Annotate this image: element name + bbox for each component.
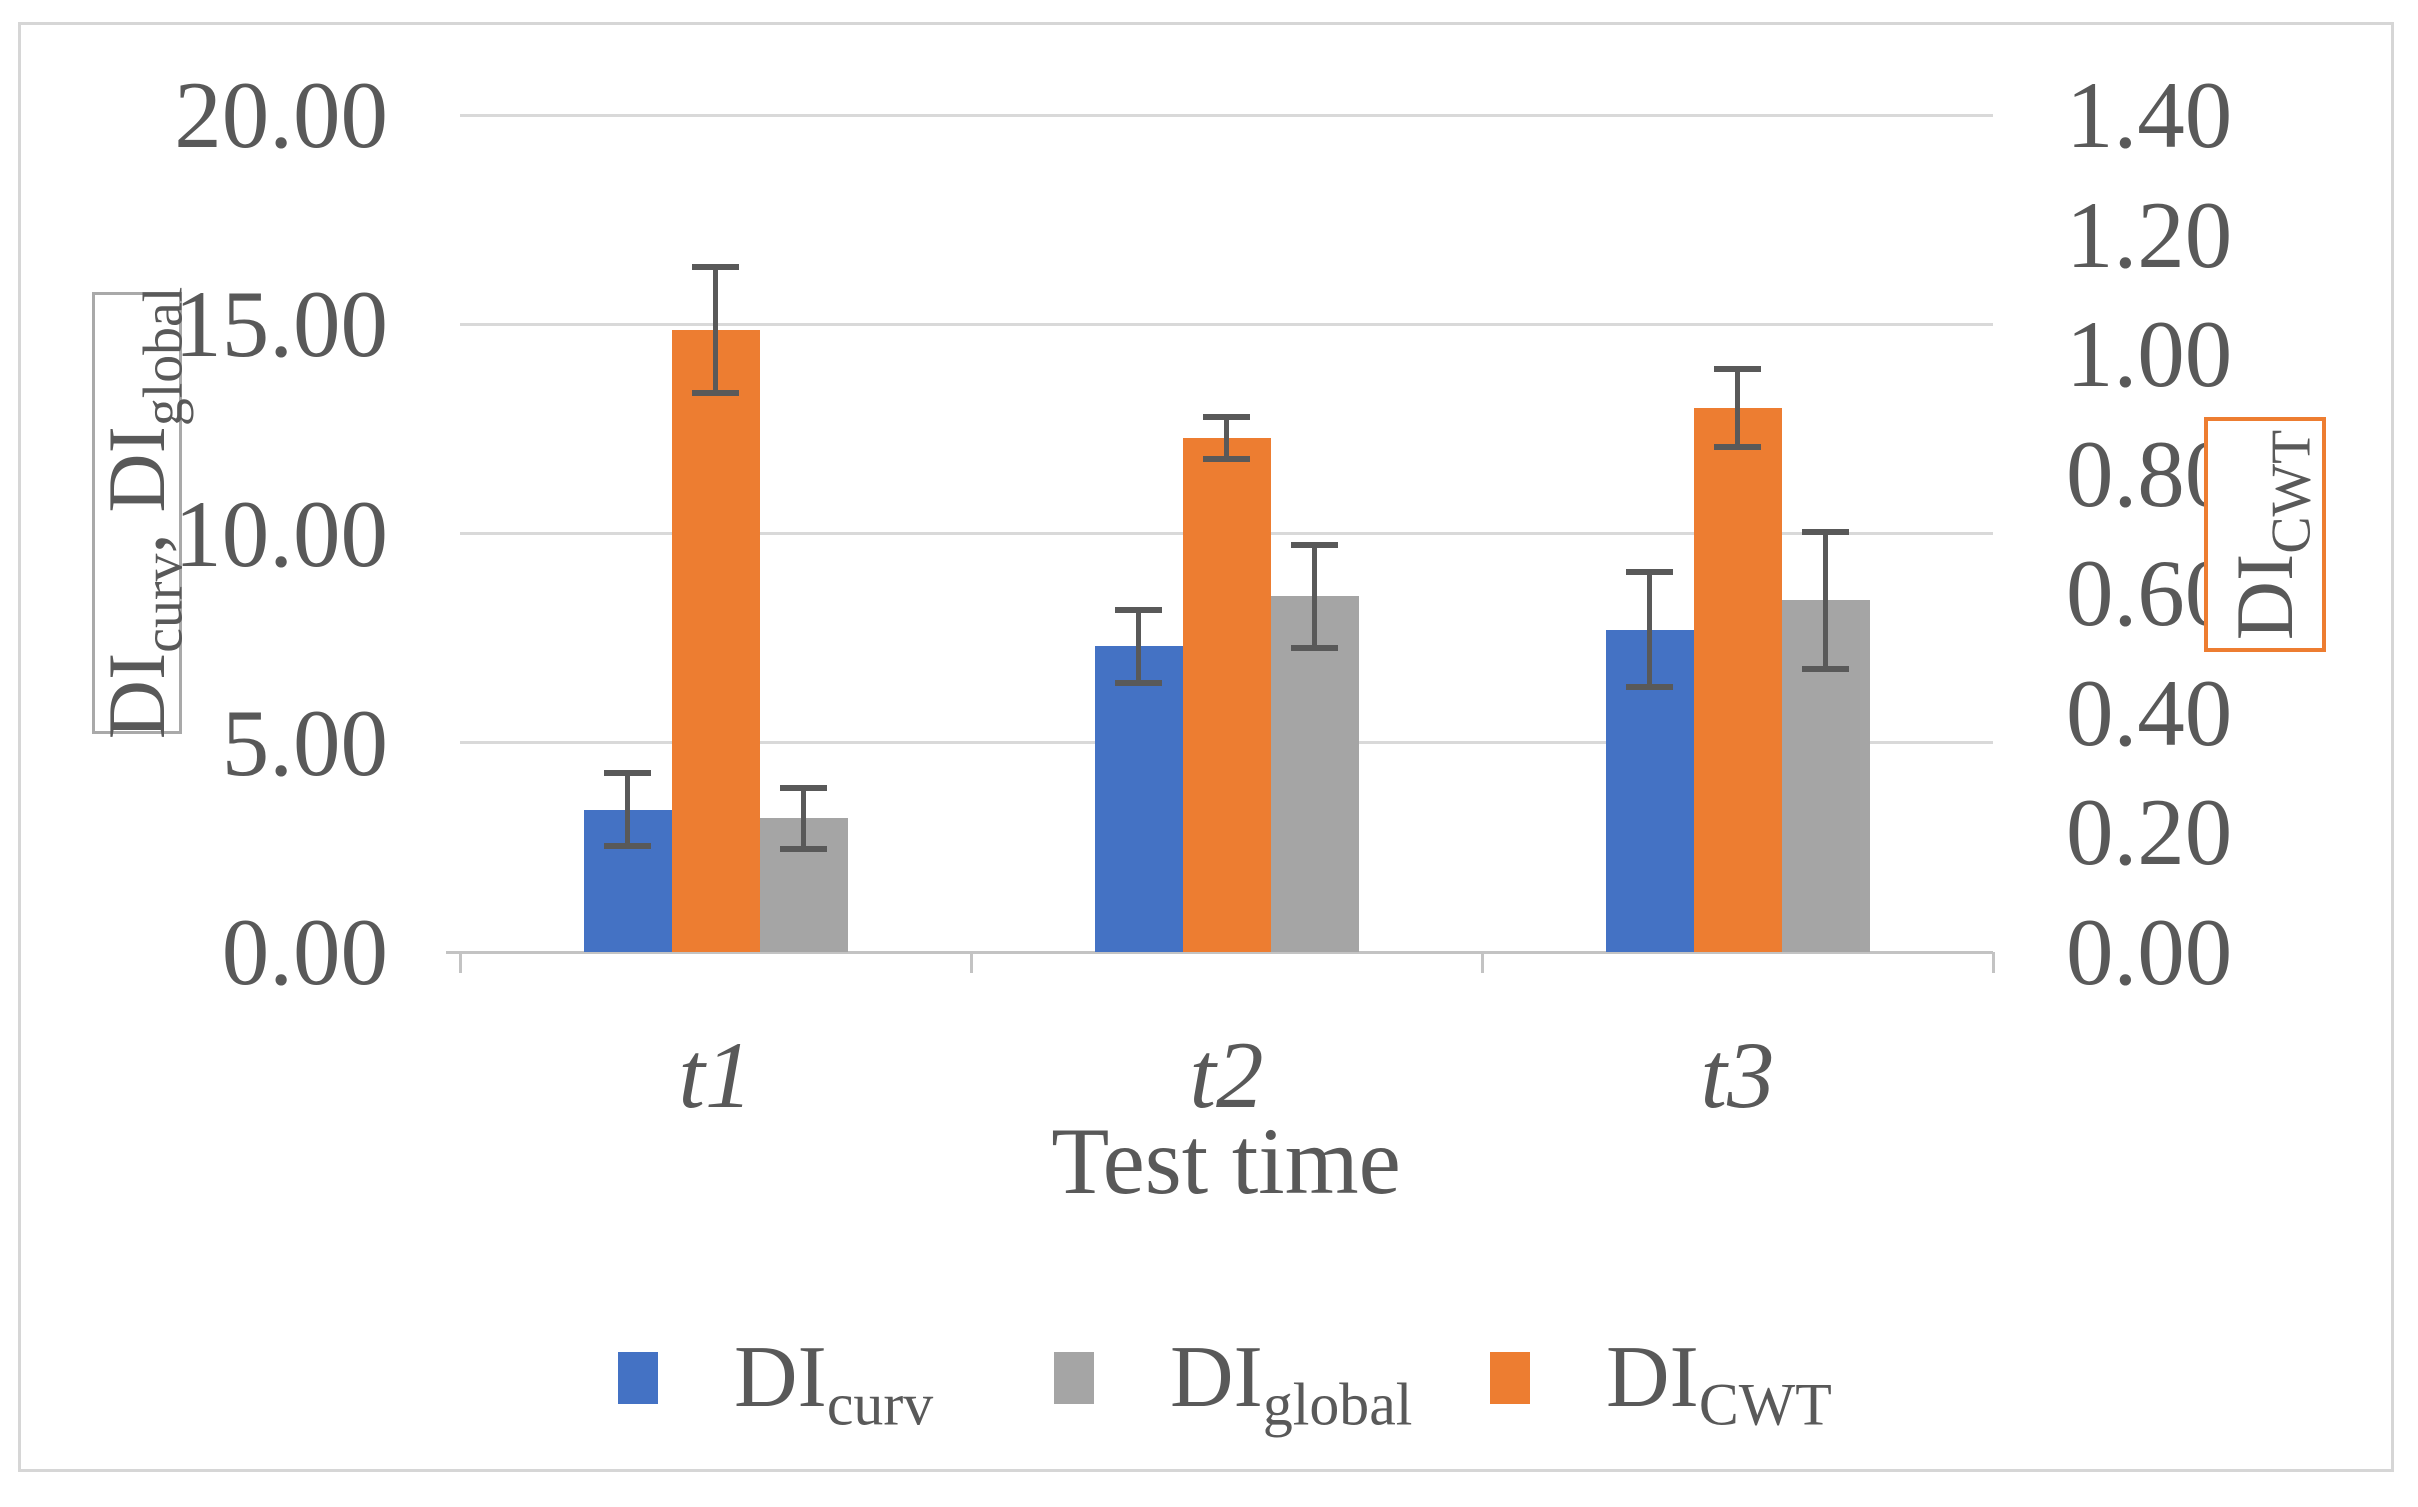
left-axis-title-box: DIcurv, DIglobal	[91, 287, 194, 739]
left-axis-tick-label: 0.00	[221, 899, 388, 1005]
right-axis-tick-label: 0.20	[2066, 779, 2233, 886]
left-axis-title-part2: DI	[91, 426, 183, 513]
bar-DI_global-t2	[1270, 596, 1359, 952]
left-axis-title-separator: ,	[91, 512, 183, 554]
left-axis-tick-label: 5.00	[221, 689, 388, 796]
left-axis-tick-label: 15.00	[174, 271, 388, 378]
error-bar-cap-top	[604, 769, 651, 776]
error-bar-DI_CWT-t1	[692, 264, 739, 396]
right-axis-tick-label: 1.20	[2066, 181, 2233, 288]
error-bar-DI_global-t1	[780, 784, 827, 852]
error-bar-cap-top	[780, 784, 827, 791]
legend-label-di-curv-sub: curv	[826, 1371, 934, 1438]
right-axis-title: DICWT	[2219, 429, 2322, 639]
x-axis-tick	[458, 952, 462, 973]
error-bar-cap-top	[692, 264, 739, 271]
legend-label-di-global-sub: global	[1262, 1371, 1413, 1438]
error-bar-DI_CWT-t3	[1714, 366, 1761, 450]
legend-label-di-curv-text: DI	[734, 1329, 827, 1426]
error-bar-cap-top	[1626, 569, 1673, 576]
error-bar-cap-top	[1203, 413, 1250, 420]
legend-label-di-global: DIglobal	[1170, 1329, 1412, 1435]
error-bar-line	[625, 769, 630, 850]
error-bar-line	[1136, 606, 1141, 687]
legend-label-di-cwt: DICWT	[1606, 1329, 1832, 1435]
error-bar-cap-bottom	[1115, 680, 1162, 687]
error-bar-line	[1224, 413, 1229, 462]
right-axis-tick-label: 1.00	[2066, 301, 2233, 408]
right-axis-title-text: DI	[2219, 553, 2311, 640]
legend-item-di-curv: DIcurv	[618, 1318, 933, 1438]
error-bar-cap-bottom	[1203, 455, 1250, 462]
error-bar-cap-top	[1714, 366, 1761, 373]
x-axis-category-label-t3: t3	[1700, 1022, 1775, 1128]
x-axis-tick	[969, 952, 973, 973]
bar-DI_CWT-t1	[671, 330, 760, 952]
legend-label-di-cwt-text: DI	[1606, 1329, 1699, 1426]
error-bar-DI_global-t2	[1291, 541, 1338, 651]
gridline-20.00	[460, 113, 1993, 117]
error-bar-DI_curv-t3	[1626, 569, 1673, 691]
error-bar-line	[1312, 541, 1317, 651]
bar-DI_curv-t2	[1094, 646, 1183, 952]
error-bar-line	[713, 264, 718, 396]
left-axis-tick-label: 10.00	[174, 480, 388, 587]
error-bar-DI_CWT-t2	[1203, 413, 1250, 462]
error-bar-cap-bottom	[604, 843, 651, 850]
right-axis-tick-label: 0.00	[2066, 899, 2233, 1005]
legend-item-di-cwt: DICWT	[1490, 1318, 1832, 1438]
legend-label-di-global-text: DI	[1170, 1329, 1263, 1426]
bar-DI_CWT-t2	[1182, 437, 1271, 952]
left-axis-title-part1: DI	[91, 652, 183, 740]
right-axis-tick-label: 1.40	[2066, 62, 2233, 168]
legend-swatch-di-curv	[618, 1352, 658, 1404]
error-bar-cap-bottom	[1626, 684, 1673, 691]
legend-label-di-curv: DIcurv	[734, 1329, 933, 1435]
error-bar-cap-bottom	[1714, 443, 1761, 450]
right-axis-title-sub: CWT	[2260, 429, 2323, 554]
gridline-15.00	[460, 322, 1993, 326]
error-bar-DI_global-t3	[1802, 529, 1849, 672]
legend-item-di-global: DIglobal	[1054, 1318, 1412, 1438]
left-axis-tick-label: 20.00	[174, 62, 388, 168]
error-bar-cap-top	[1115, 606, 1162, 613]
error-bar-cap-top	[1291, 541, 1338, 548]
error-bar-DI_curv-t2	[1115, 606, 1162, 687]
right-axis-tick-label: 0.40	[2066, 659, 2233, 766]
legend-swatch-di-global	[1054, 1352, 1094, 1404]
left-axis-title: DIcurv, DIglobal	[91, 287, 194, 739]
x-axis-tick	[1991, 952, 1995, 973]
legend: DIcurv DIglobal DICWT	[0, 1318, 2418, 1448]
error-bar-line	[1647, 569, 1652, 691]
bar-DI_CWT-t3	[1693, 407, 1782, 952]
x-axis-title: Test time	[1051, 1108, 1401, 1214]
left-axis-title-sub1: curv	[132, 553, 195, 653]
legend-label-di-cwt-sub: CWT	[1698, 1371, 1832, 1438]
error-bar-cap-bottom	[692, 389, 739, 396]
legend-swatch-di-cwt	[1490, 1352, 1530, 1404]
error-bar-line	[1735, 366, 1740, 450]
error-bar-line	[801, 784, 806, 852]
left-axis-title-sub2: global	[132, 286, 195, 427]
x-axis-category-label-t1: t1	[678, 1022, 753, 1128]
error-bar-cap-top	[1802, 529, 1849, 536]
error-bar-line	[1823, 529, 1828, 672]
error-bar-cap-bottom	[1802, 665, 1849, 672]
error-bar-DI_curv-t1	[604, 769, 651, 850]
error-bar-cap-bottom	[1291, 644, 1338, 651]
x-axis-tick	[1480, 952, 1484, 973]
right-axis-title-box: DICWT	[2204, 417, 2326, 652]
error-bar-cap-bottom	[780, 845, 827, 852]
x-axis-line	[446, 950, 1993, 954]
x-axis-category-label-t2: t2	[1189, 1022, 1264, 1128]
